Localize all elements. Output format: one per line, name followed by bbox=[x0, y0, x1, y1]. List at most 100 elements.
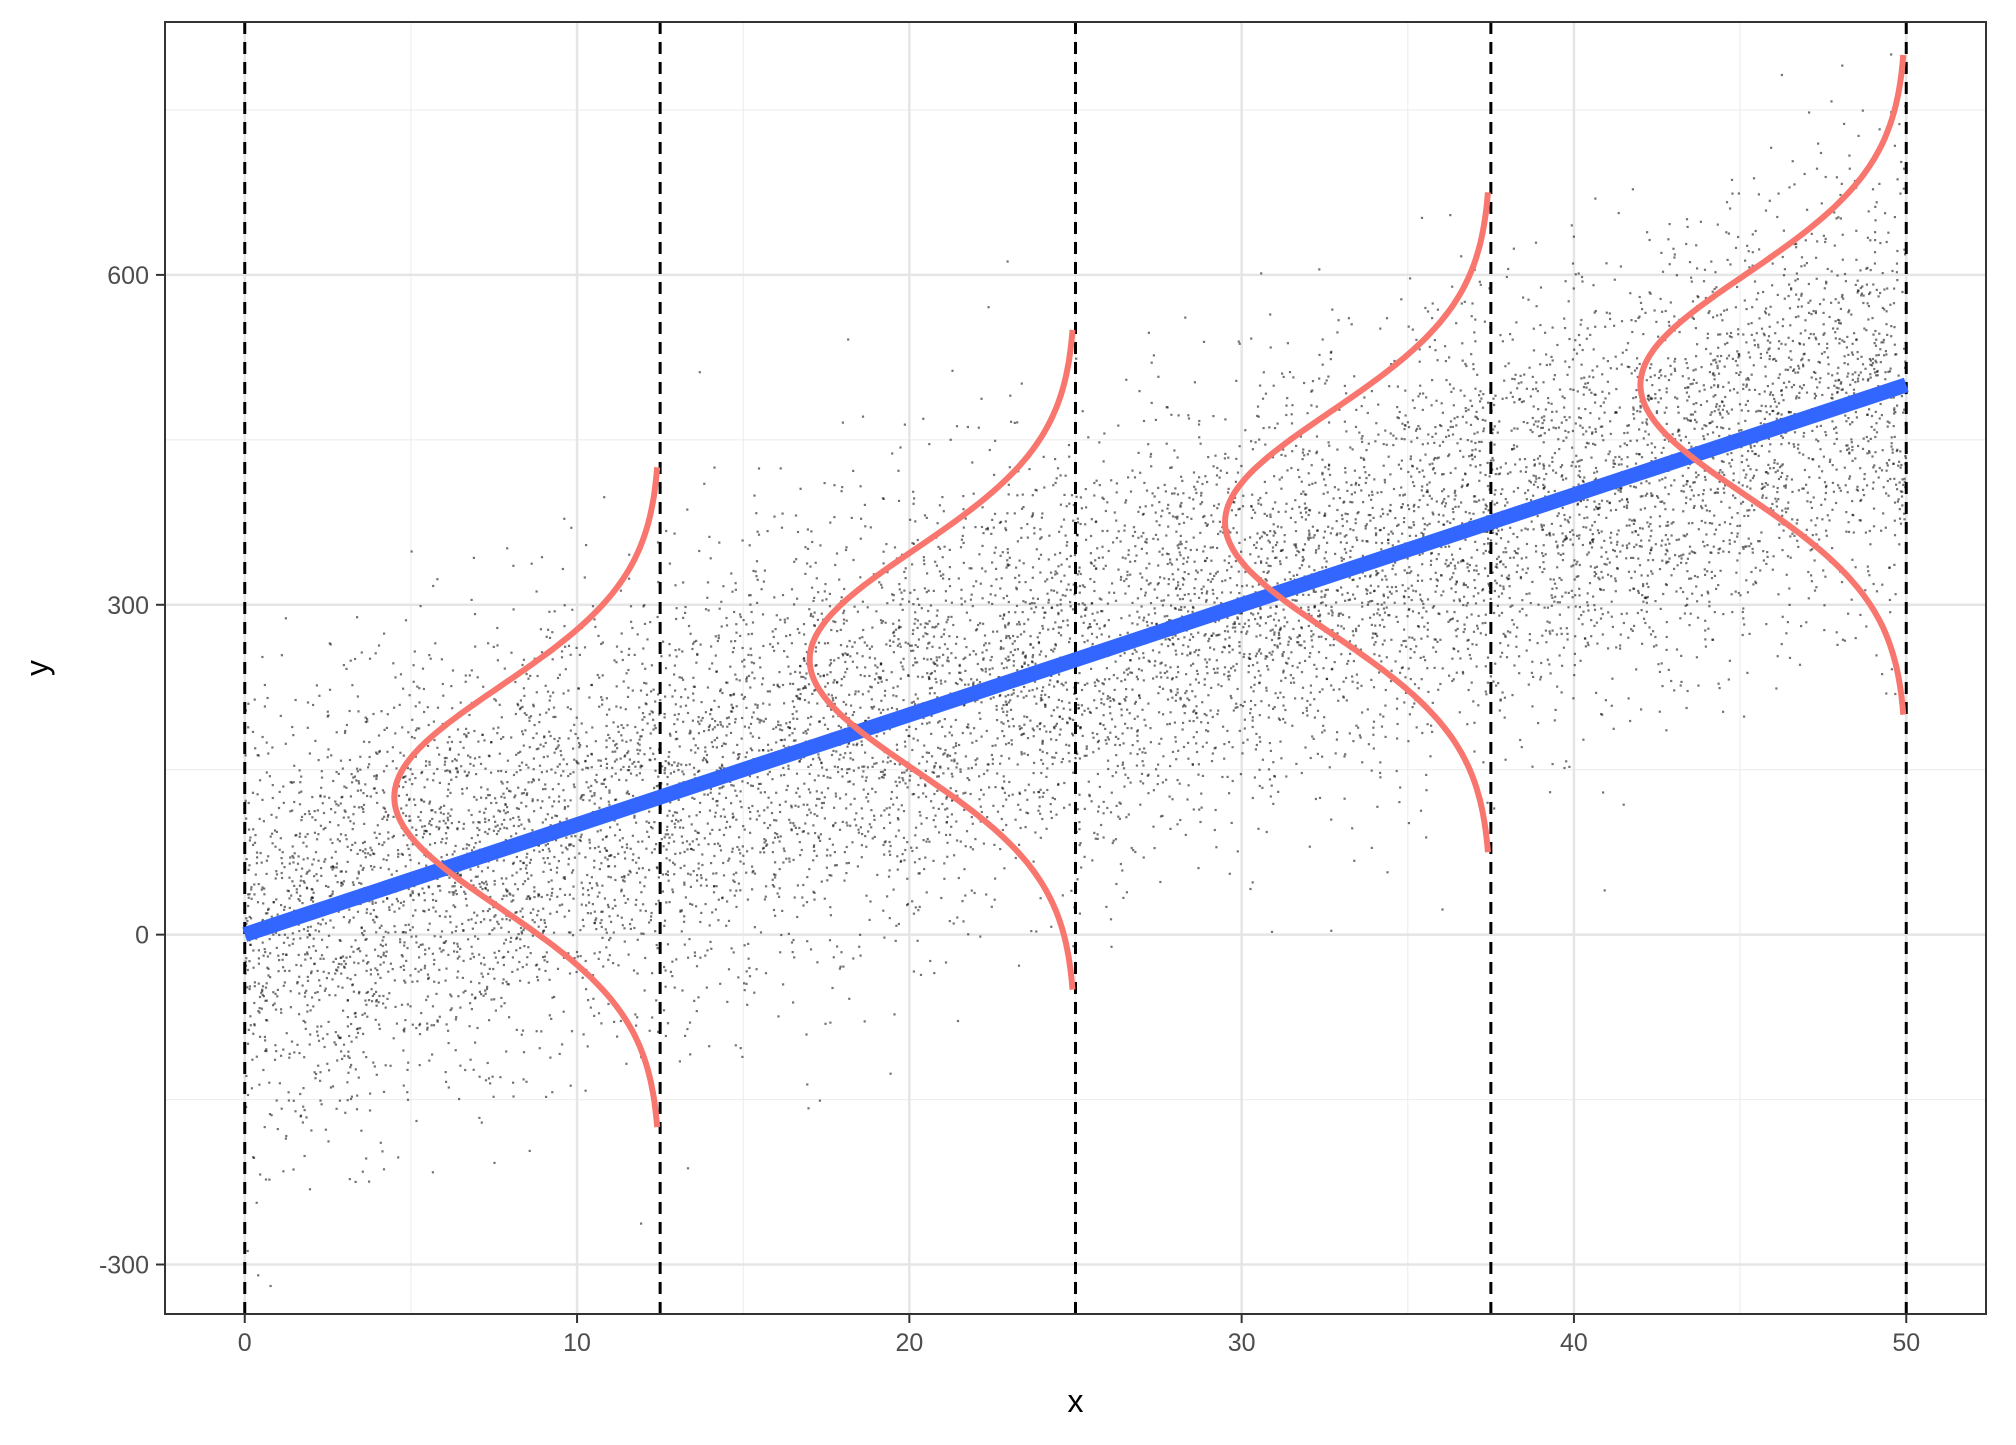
scatter-point bbox=[1351, 501, 1353, 503]
scatter-point bbox=[1872, 358, 1874, 360]
scatter-point bbox=[445, 980, 447, 982]
scatter-point bbox=[1788, 295, 1790, 297]
scatter-point bbox=[1273, 535, 1275, 537]
scatter-point bbox=[1406, 572, 1408, 574]
scatter-point bbox=[599, 868, 601, 870]
scatter-point bbox=[1047, 629, 1049, 631]
scatter-point bbox=[935, 678, 937, 680]
scatter-point bbox=[1137, 678, 1139, 680]
scatter-point bbox=[1291, 404, 1293, 406]
scatter-point bbox=[573, 784, 575, 786]
scatter-point bbox=[526, 956, 528, 958]
scatter-point bbox=[1716, 403, 1718, 405]
scatter-point bbox=[1581, 276, 1583, 278]
scatter-point bbox=[488, 1019, 490, 1021]
scatter-point bbox=[1703, 545, 1705, 547]
scatter-point bbox=[1165, 779, 1167, 781]
scatter-point bbox=[1184, 606, 1186, 608]
scatter-point bbox=[1308, 514, 1310, 516]
scatter-point bbox=[291, 726, 293, 728]
scatter-point bbox=[1311, 735, 1313, 737]
scatter-point bbox=[503, 978, 505, 980]
scatter-point bbox=[1201, 592, 1203, 594]
scatter-point bbox=[588, 696, 590, 698]
scatter-point bbox=[1618, 529, 1620, 531]
scatter-point bbox=[1598, 578, 1600, 580]
scatter-point bbox=[1688, 578, 1690, 580]
scatter-point bbox=[1124, 502, 1126, 504]
scatter-point bbox=[1605, 262, 1607, 264]
scatter-point bbox=[1752, 233, 1754, 235]
scatter-point bbox=[1247, 739, 1249, 741]
scatter-point bbox=[1330, 532, 1332, 534]
scatter-point bbox=[1246, 630, 1248, 632]
scatter-point bbox=[817, 619, 819, 621]
scatter-point bbox=[1705, 348, 1707, 350]
scatter-point bbox=[773, 650, 775, 652]
scatter-point bbox=[1722, 711, 1724, 713]
scatter-point bbox=[1712, 359, 1714, 361]
scatter-point bbox=[443, 805, 445, 807]
scatter-point bbox=[1409, 713, 1411, 715]
scatter-point bbox=[292, 861, 294, 863]
scatter-point bbox=[409, 974, 411, 976]
scatter-point bbox=[1422, 392, 1424, 394]
scatter-point bbox=[682, 827, 684, 829]
scatter-point bbox=[1002, 805, 1004, 807]
scatter-point bbox=[1860, 371, 1862, 373]
scatter-point bbox=[416, 686, 418, 688]
scatter-point bbox=[585, 1090, 587, 1092]
scatter-point bbox=[1186, 690, 1188, 692]
scatter-point bbox=[909, 592, 911, 594]
scatter-point bbox=[831, 987, 833, 989]
scatter-point bbox=[997, 811, 999, 813]
scatter-point bbox=[1008, 484, 1010, 486]
scatter-point bbox=[1562, 507, 1564, 509]
scatter-point bbox=[1416, 726, 1418, 728]
scatter-point bbox=[510, 835, 512, 837]
scatter-point bbox=[883, 774, 885, 776]
scatter-point bbox=[1780, 476, 1782, 478]
scatter-point bbox=[915, 644, 917, 646]
scatter-point bbox=[521, 730, 523, 732]
scatter-point bbox=[1139, 472, 1141, 474]
scatter-point bbox=[676, 765, 678, 767]
scatter-point bbox=[1728, 233, 1730, 235]
scatter-point bbox=[524, 712, 526, 714]
scatter-point bbox=[1494, 580, 1496, 582]
scatter-point bbox=[852, 744, 854, 746]
scatter-point bbox=[1899, 450, 1901, 452]
scatter-point bbox=[1531, 521, 1533, 523]
scatter-point bbox=[1844, 355, 1846, 357]
scatter-point bbox=[1903, 188, 1905, 190]
scatter-point bbox=[1732, 358, 1734, 360]
scatter-point bbox=[1152, 538, 1154, 540]
scatter-point bbox=[570, 730, 572, 732]
scatter-point bbox=[333, 927, 335, 929]
scatter-point bbox=[1442, 441, 1444, 443]
scatter-point bbox=[981, 567, 983, 569]
scatter-point bbox=[345, 834, 347, 836]
scatter-point bbox=[1384, 481, 1386, 483]
scatter-point bbox=[749, 818, 751, 820]
scatter-point bbox=[1240, 551, 1242, 553]
scatter-point bbox=[1278, 632, 1280, 634]
scatter-point bbox=[1256, 662, 1258, 664]
scatter-point bbox=[1285, 557, 1287, 559]
scatter-point bbox=[1896, 488, 1898, 490]
scatter-point bbox=[1668, 325, 1670, 327]
scatter-point bbox=[1130, 782, 1132, 784]
scatter-point bbox=[450, 808, 452, 810]
scatter-point bbox=[1007, 552, 1009, 554]
scatter-point bbox=[1626, 525, 1628, 527]
scatter-point bbox=[1644, 622, 1646, 624]
scatter-point bbox=[320, 787, 322, 789]
scatter-point bbox=[1505, 397, 1507, 399]
scatter-point bbox=[1899, 193, 1901, 195]
scatter-point bbox=[910, 650, 912, 652]
scatter-point bbox=[1248, 665, 1250, 667]
scatter-point bbox=[1195, 649, 1197, 651]
scatter-point bbox=[262, 736, 264, 738]
scatter-point bbox=[773, 516, 775, 518]
scatter-point bbox=[1142, 782, 1144, 784]
